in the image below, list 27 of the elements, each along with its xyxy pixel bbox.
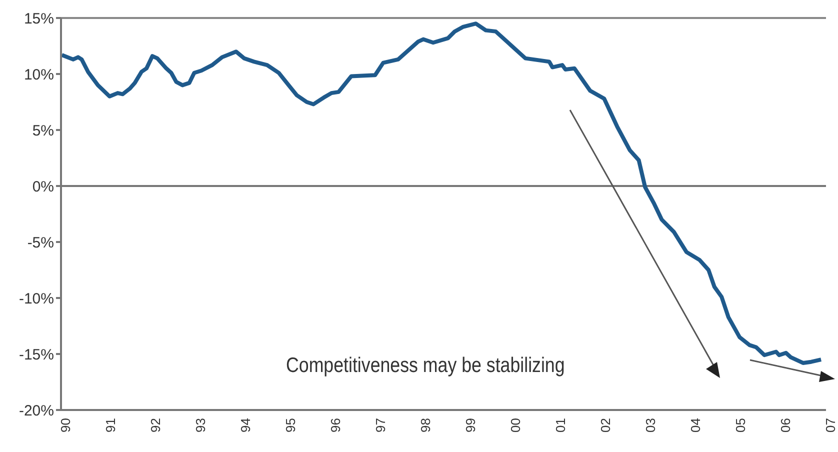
x-tick-label: 99 — [463, 418, 478, 432]
y-tick-label: 5% — [32, 122, 54, 140]
x-tick-label: 00 — [508, 418, 524, 432]
x-tick-label: 07 — [823, 418, 838, 432]
y-tick-label: 0% — [32, 178, 54, 196]
x-tick-label: 95 — [283, 418, 298, 432]
x-tick-label: 04 — [688, 418, 704, 432]
x-tick-label: 94 — [238, 418, 254, 432]
x-tick-label: 90 — [58, 418, 74, 432]
x-tick-label: 93 — [193, 418, 208, 432]
x-tick-label: 01 — [553, 418, 568, 432]
y-tick-label: 10% — [24, 66, 54, 84]
y-tick-label: 15% — [24, 10, 54, 28]
x-tick-label: 98 — [418, 418, 434, 432]
x-tick-label: 96 — [328, 418, 344, 432]
x-tick-label: 06 — [778, 418, 794, 432]
x-tick-label: 92 — [148, 418, 164, 432]
y-tick-label: -5% — [27, 234, 54, 252]
x-tick-label: 97 — [373, 418, 388, 432]
x-tick-label: 05 — [733, 418, 748, 432]
annotation: Competitiveness may be stabilizing — [286, 354, 565, 378]
y-tick-label: -10% — [18, 290, 54, 308]
x-tick-label: 02 — [598, 418, 614, 432]
x-tick-label: 91 — [103, 418, 118, 432]
y-tick-label: -15% — [18, 346, 54, 364]
x-tick-label: 03 — [643, 418, 658, 432]
y-tick-label: -20% — [18, 402, 54, 420]
